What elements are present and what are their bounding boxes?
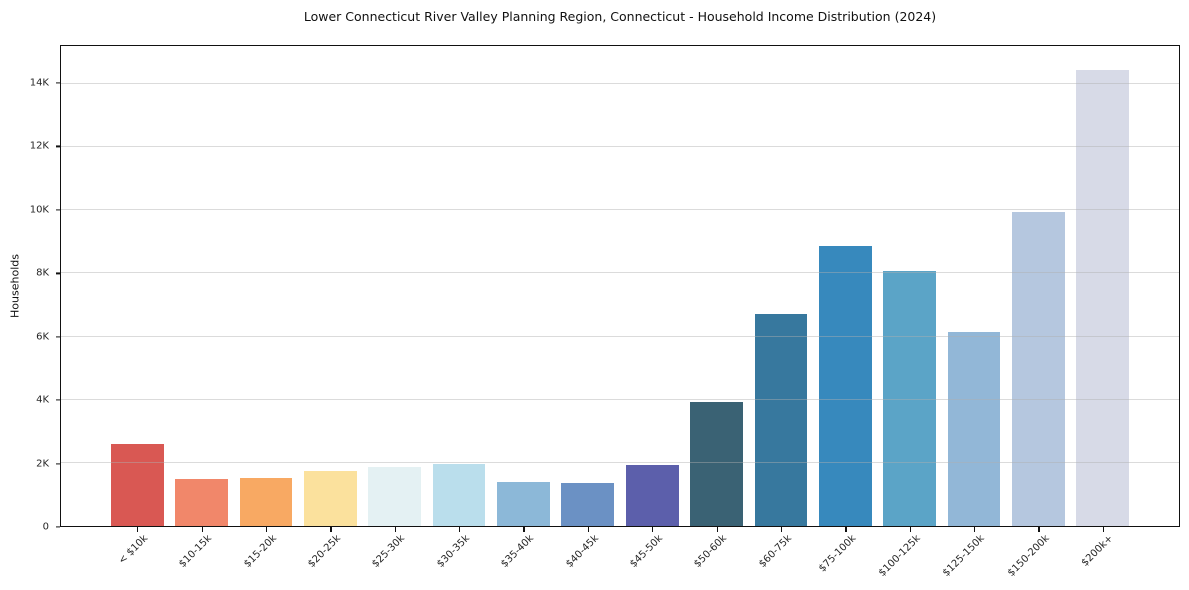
category-band: $20-25k — [298, 46, 362, 570]
x-tick-mark — [394, 527, 396, 532]
x-tick-label: $60-75k — [756, 533, 794, 570]
x-tick-label: $40-45k — [563, 533, 601, 570]
y-tick-label: 4K — [36, 394, 49, 406]
bar-10k — [110, 443, 164, 526]
x-tick-label: $100-125k — [876, 533, 923, 579]
y-tick-label: 12K — [29, 140, 49, 152]
x-tick-mark — [265, 527, 268, 532]
bar-60-75k — [754, 314, 808, 526]
x-tick-label: $30-35k — [434, 533, 472, 570]
category-band: $10-15k — [169, 46, 233, 570]
x-tick-mark — [201, 527, 203, 532]
x-tick-mark — [1038, 527, 1040, 532]
y-tick-mark — [55, 336, 60, 338]
y-tick-label: 8K — [36, 267, 49, 279]
y-tick-label: 0 — [42, 521, 49, 533]
bar-25-30k — [368, 466, 422, 526]
y-tick-mark — [55, 399, 60, 401]
bar-200k+ — [1076, 69, 1130, 526]
y-tick-mark — [55, 82, 60, 84]
y-tick-label: 2K — [36, 458, 49, 470]
x-tick-mark — [845, 527, 847, 532]
category-band: $40-45k — [556, 46, 620, 570]
chart-title: Lower Connecticut River Valley Planning … — [303, 9, 937, 24]
bar-75-100k — [818, 245, 872, 526]
bar-40-45k — [561, 483, 615, 526]
x-tick-label: $20-25k — [306, 533, 344, 570]
x-tick-label: $50-60k — [692, 533, 730, 570]
x-tick-label: $200k+ — [1079, 533, 1116, 569]
y-tick-label: 14K — [29, 77, 49, 89]
x-tick-label: $10-15k — [177, 533, 215, 570]
category-band: $30-35k — [427, 46, 491, 570]
y-tick-mark — [55, 462, 60, 465]
category-band: $15-20k — [234, 46, 298, 570]
x-tick-mark — [1102, 527, 1104, 532]
y-tick-label: 6K — [36, 331, 49, 343]
bar-35-40k — [497, 481, 550, 526]
x-tick-mark — [330, 527, 332, 532]
plot-area: < $10k $10-15k $15-20k $20-25k $25-30k $30-35… — [60, 45, 1180, 579]
x-tick-mark — [780, 527, 783, 532]
y-tick-mark — [55, 209, 60, 211]
bar-50-60k — [690, 401, 743, 526]
y-axis: 0 2K 4K 6K 8K 10K 12K 14K — [0, 45, 60, 533]
x-tick-mark — [652, 527, 654, 532]
x-tick-label: $25-30k — [370, 533, 408, 570]
x-tick-label: < $10k — [116, 533, 150, 567]
category-band: $125-150k — [941, 46, 1006, 579]
x-tick-label: $150-200k — [1005, 533, 1052, 579]
y-tick-mark — [55, 272, 60, 274]
category-band: < $10k — [105, 46, 169, 567]
category-band: $200k+ — [1071, 46, 1135, 569]
category-band: $75-100k — [813, 46, 877, 574]
bars-area: < $10k $10-15k $15-20k $20-25k $25-30k $30-35… — [61, 46, 1179, 579]
category-band: $45-50k — [620, 46, 684, 570]
bar-100-125k — [883, 271, 937, 526]
y-tick-mark — [55, 145, 60, 148]
y-tick-label: 10K — [29, 204, 49, 216]
y-tick-mark — [55, 526, 60, 528]
category-band: $150-200k — [1005, 46, 1070, 579]
x-tick-mark — [459, 527, 461, 532]
bar-30-35k — [432, 463, 486, 526]
category-band: $25-30k — [363, 46, 427, 570]
bar-45-50k — [625, 465, 679, 526]
x-tick-mark — [137, 527, 139, 532]
bar-150-200k — [1012, 212, 1065, 526]
x-tick-mark — [716, 527, 718, 532]
category-band: $60-75k — [749, 46, 813, 570]
category-band: $100-125k — [877, 46, 942, 579]
category-band: $35-40k — [491, 46, 555, 570]
x-tick-label: $75-100k — [816, 533, 859, 575]
category-band: $50-60k — [684, 46, 748, 570]
bar-125-150k — [947, 332, 1001, 526]
x-tick-label: $15-20k — [241, 533, 279, 570]
x-tick-mark — [587, 527, 589, 532]
bar-20-25k — [303, 470, 357, 526]
x-tick-label: $125-150k — [940, 533, 987, 579]
x-tick-label: $45-50k — [628, 533, 665, 570]
bar-15-20k — [239, 478, 293, 526]
bar-10-15k — [175, 479, 228, 526]
x-tick-label: $35-40k — [499, 533, 537, 570]
y-axis-label: Households — [8, 254, 22, 318]
x-tick-mark — [909, 527, 911, 532]
x-tick-mark — [523, 527, 525, 532]
x-tick-mark — [974, 527, 976, 532]
